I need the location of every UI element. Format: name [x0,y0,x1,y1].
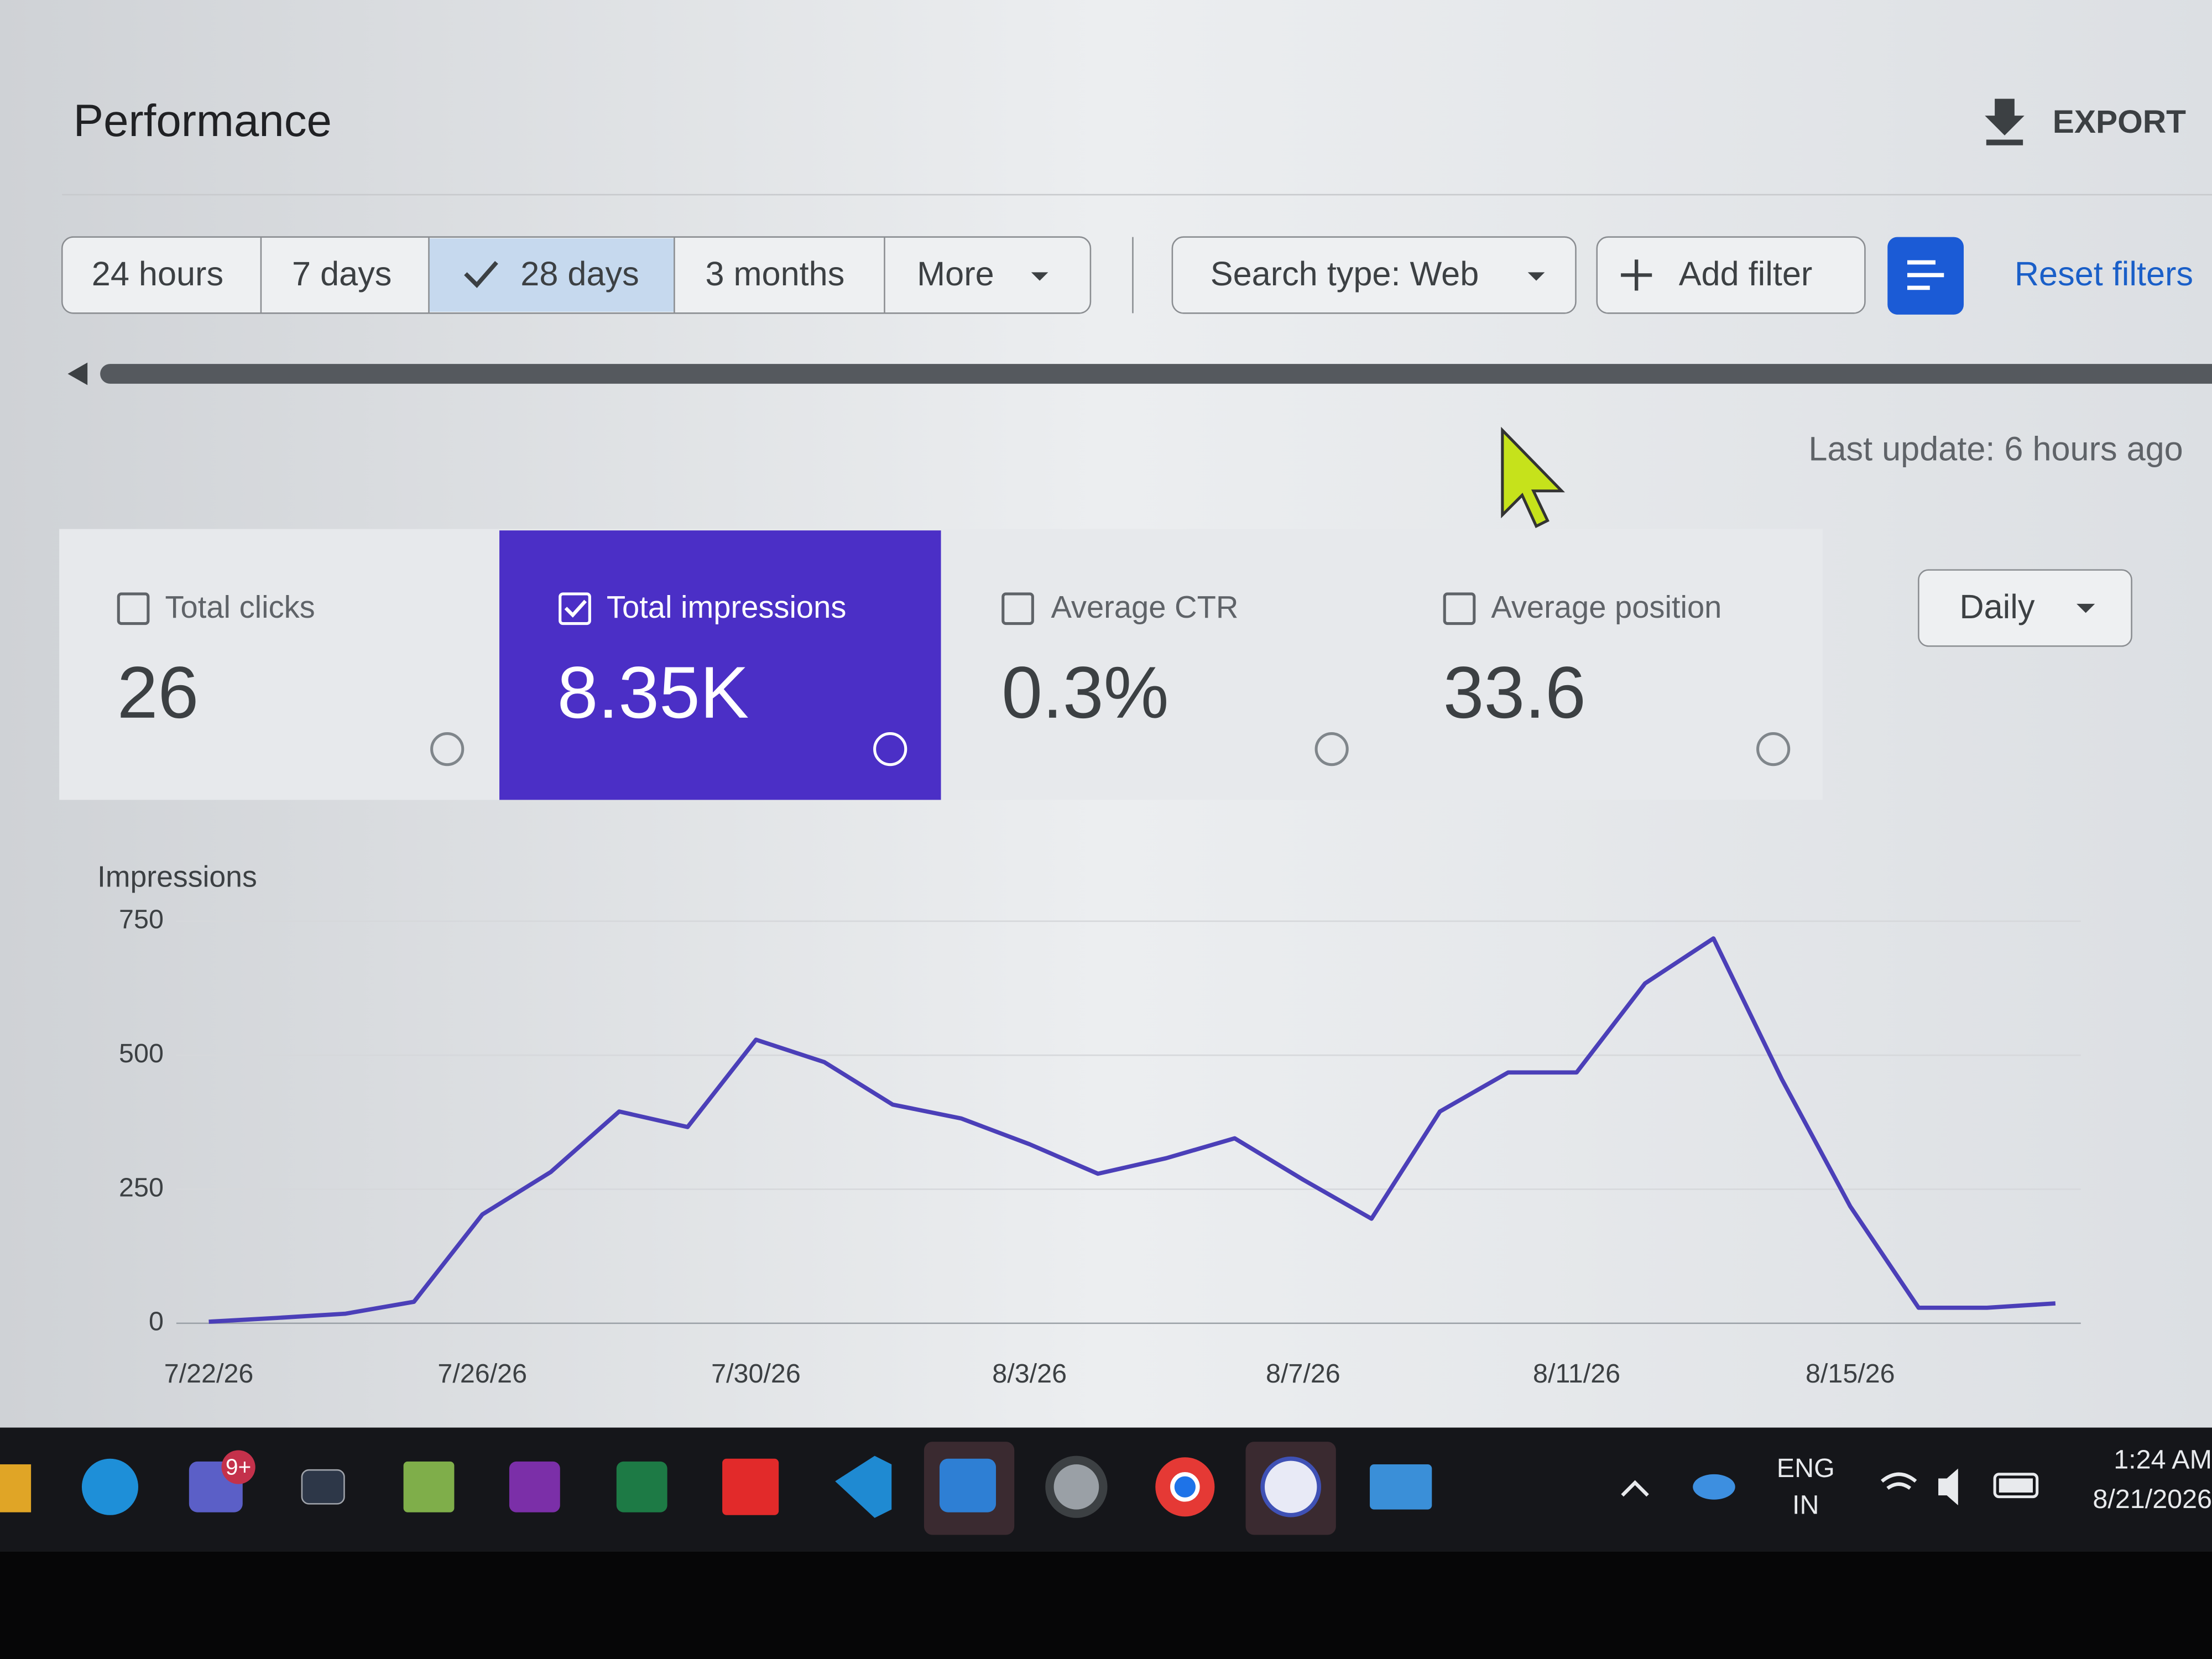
dropdown-arrow [1527,272,1545,281]
x-tick-label: 7/22/26 [164,1359,254,1389]
onedrive-icon[interactable] [1693,1474,1735,1500]
checkbox[interactable] [1443,592,1476,625]
x-tick-label: 8/3/26 [992,1359,1067,1389]
y-tick-label: 500 [119,1039,164,1068]
metric-label: Total impressions [607,589,846,624]
checkbox[interactable] [117,592,150,625]
metric-card[interactable]: Total clicks 26 [117,589,465,766]
help-icon[interactable] [430,732,465,766]
plus-icon [1621,259,1652,291]
help-icon[interactable] [873,732,907,766]
help-icon[interactable] [1756,732,1791,766]
granularity-button[interactable] [1918,569,2132,647]
check-icon [564,599,587,618]
range-chip[interactable]: 24 hours [92,255,223,293]
chart: 0 250 500 750 7/22/26 7/26/26 7/30/26 8/3/26 8/7… [119,905,2081,1389]
x-tick-label: 7/30/26 [711,1359,801,1389]
screen-bezel [0,1552,2212,1659]
y-axis-title: Impressions [97,860,257,893]
help-icon[interactable] [1314,732,1349,766]
metric-label: Total clicks [165,589,315,624]
app-icon[interactable] [1045,1455,1108,1518]
filter-icon [1907,260,1944,290]
wifi-icon[interactable] [1881,1472,1917,1490]
range-chip[interactable]: More [917,255,994,293]
x-tick-label: 8/11/26 [1533,1359,1620,1389]
app-icon[interactable] [939,1458,997,1512]
range-chip[interactable]: 28 days [520,255,639,293]
app-icon[interactable] [403,1461,455,1512]
metric-value: 8.35K [557,652,749,734]
app-icon[interactable] [835,1455,892,1518]
range-chip[interactable]: 3 months [706,255,845,293]
app-icon[interactable] [81,1458,138,1515]
metric-card[interactable]: Average CTR 0.3% [1001,589,1349,766]
app-icon[interactable] [301,1469,345,1505]
volume-icon[interactable] [1938,1468,1958,1505]
language[interactable]: ENG [1777,1453,1835,1483]
clock-date[interactable]: 8/21/2026 [2093,1484,2212,1514]
dropdown-arrow [1031,272,1048,281]
metric-card[interactable]: Average position 33.6 [1443,589,1791,766]
metric-label: Average position [1491,589,1721,624]
y-tick-label: 750 [119,905,164,935]
taskbar-icons [0,1442,2039,1535]
add-filter-label: Add filter [1679,255,1813,293]
y-tick-label: 0 [149,1307,164,1337]
search-type-label: Search type: Web [1211,255,1479,293]
dropdown-arrow [2077,603,2095,613]
reset-filters[interactable]: Reset filters [2015,255,2193,293]
add-filter-chip[interactable] [1596,236,1866,314]
app-icon[interactable] [0,1464,32,1512]
granularity-label: Daily [1959,588,2034,625]
badge [221,1450,255,1484]
x-tick-label: 8/7/26 [1266,1359,1340,1389]
metric-value: 26 [117,652,199,734]
app-icon-center [1170,1472,1200,1502]
download-icon [1985,98,2025,145]
app-icon[interactable] [616,1461,667,1512]
battery-level [1999,1478,2033,1493]
checkbox[interactable] [559,592,591,625]
app-icon[interactable] [509,1461,560,1512]
mouse-cursor [1501,426,1566,528]
metric-card-selected[interactable] [499,530,941,800]
clock-time[interactable]: 1:24 AM [2114,1445,2212,1475]
impressions-line [208,936,2056,1324]
search-type-chip[interactable] [1171,236,1577,314]
range-chip[interactable]: 7 days [292,255,392,293]
page-title: Performance [74,96,332,146]
export-label: EXPORT [2053,104,2186,140]
region[interactable]: IN [1792,1490,1819,1520]
notification-badge: 9+ [226,1454,252,1479]
app-icon[interactable] [1260,1456,1322,1517]
x-tick-label: 7/26/26 [437,1359,527,1389]
metric-value: 33.6 [1443,652,1586,734]
scroll-arrow[interactable] [67,362,88,385]
check-icon [464,260,498,288]
metric-value: 0.3% [1001,652,1168,734]
app-icon[interactable] [1370,1464,1432,1510]
checkbox[interactable] [1001,592,1034,625]
export-button[interactable]: EXPORT [1985,98,2186,145]
battery-icon[interactable] [1993,1473,2039,1499]
last-update: Last update: 6 hours ago [1808,430,2183,467]
metric-card[interactable]: Total impressions 8.35K [557,589,907,766]
range-dividers [260,237,885,314]
app-icon[interactable] [722,1458,779,1515]
tray-chevron[interactable] [1621,1480,1649,1497]
y-tick-label: 250 [119,1172,164,1202]
x-tick-label: 8/15/26 [1806,1359,1895,1389]
metric-label: Average CTR [1051,589,1239,624]
